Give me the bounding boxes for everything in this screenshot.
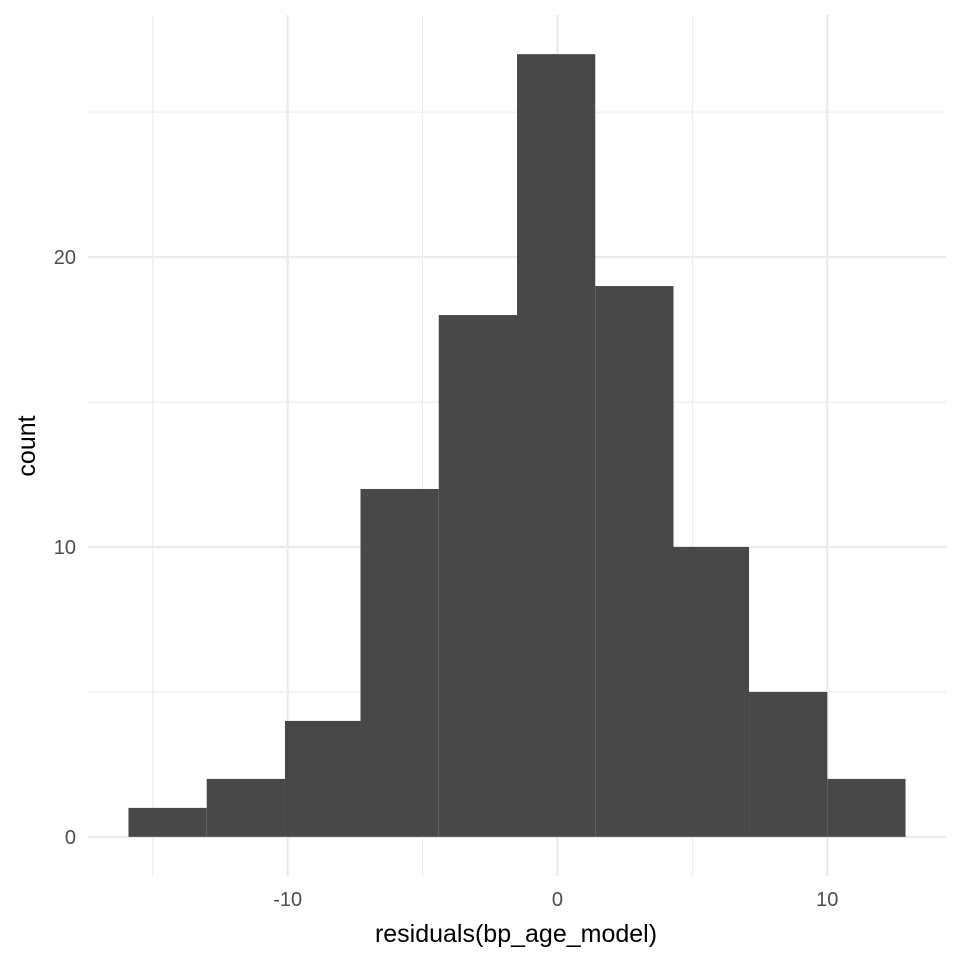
histogram-bar bbox=[749, 691, 828, 837]
histogram-bar bbox=[128, 807, 207, 837]
x-tick-label: 10 bbox=[816, 889, 838, 911]
histogram-bar bbox=[827, 778, 906, 837]
x-axis-title: residuals(bp_age_model) bbox=[375, 920, 657, 948]
histogram-bar bbox=[438, 315, 517, 837]
histogram-bar bbox=[517, 54, 596, 837]
y-tick-label: 20 bbox=[54, 247, 76, 269]
y-tick-label: 10 bbox=[54, 537, 76, 559]
histogram-bar bbox=[595, 286, 674, 837]
y-axis-tick-labels: 0 10 20 bbox=[54, 247, 76, 849]
y-tick-label: 0 bbox=[65, 827, 76, 849]
x-tick-label: -10 bbox=[273, 889, 302, 911]
histogram-bar bbox=[206, 778, 285, 837]
histogram-bar bbox=[360, 488, 439, 837]
histogram-bar bbox=[284, 720, 361, 837]
histogram-bars bbox=[128, 54, 906, 837]
histogram-bar bbox=[673, 546, 750, 837]
x-axis-tick-labels: -10 0 10 bbox=[273, 889, 838, 911]
x-tick-label: 0 bbox=[552, 889, 563, 911]
y-axis-title: count bbox=[13, 415, 41, 476]
